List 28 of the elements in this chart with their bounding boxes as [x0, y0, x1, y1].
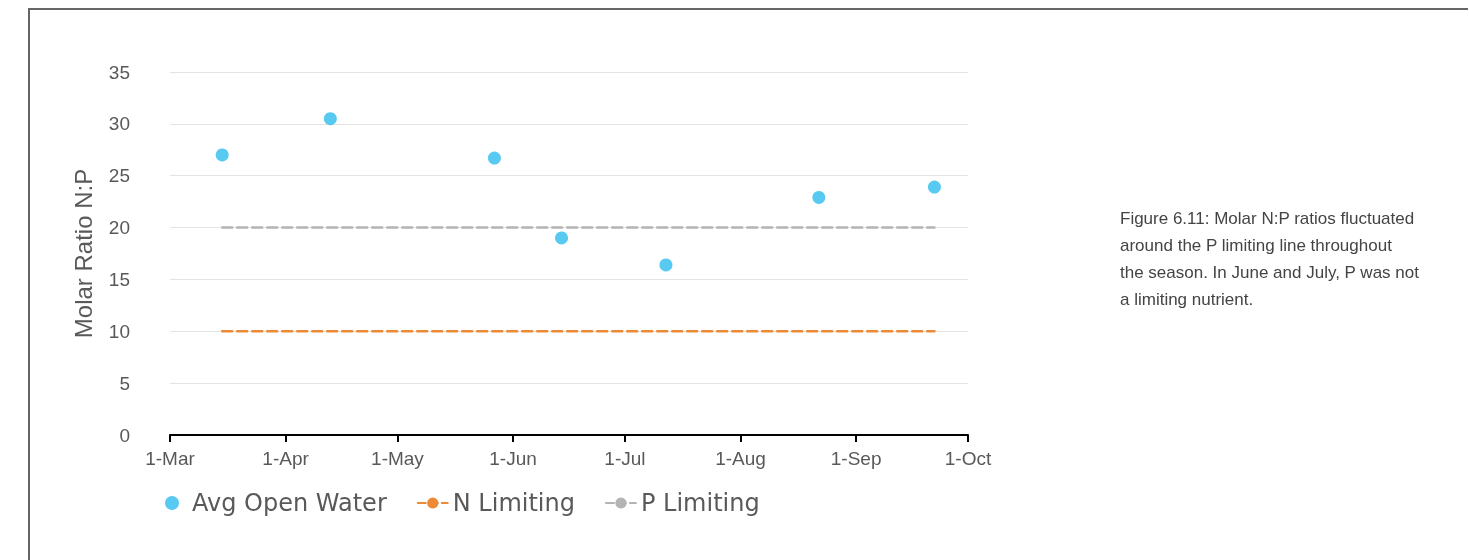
point — [215, 148, 229, 162]
legend-label: N Limiting — [452, 489, 575, 517]
y-tick-label: 35 — [108, 61, 130, 83]
point — [555, 231, 569, 245]
y-tick-label: 30 — [108, 113, 130, 135]
legend-label: P Limiting — [640, 489, 760, 517]
y-tick-label: 20 — [108, 217, 130, 239]
x-tick-label: 1-Sep — [830, 448, 882, 469]
point — [323, 112, 337, 126]
x-tick-label: 1-Apr — [262, 448, 310, 469]
x-tick-label: 1-May — [371, 448, 425, 469]
point — [487, 151, 501, 165]
y-tick-label: 15 — [108, 268, 130, 290]
x-tick-label: 1-Oct — [944, 448, 992, 469]
y-tick-label: 0 — [119, 424, 130, 446]
x-tick-label: 1-Aug — [715, 448, 766, 469]
point — [812, 191, 826, 204]
y-tick-label: 5 — [119, 372, 130, 394]
y-axis-title: Molar Ratio N:P — [69, 168, 97, 339]
x-tick-label: 1-Jun — [489, 448, 537, 469]
point — [927, 180, 941, 194]
y-tick-label: 10 — [108, 320, 130, 342]
x-tick-label: 1-Mar — [145, 448, 196, 469]
caption: Figure 6.11: Molar N:P ratios fluctuated around the P limiting line throughout the season. In June and July, P was not a limiting nutrient. — [1120, 208, 1420, 311]
point — [659, 258, 673, 272]
y-tick-label: 25 — [108, 165, 130, 187]
x-tick-label: 1-Jul — [604, 448, 646, 469]
legend-label: Avg Open Water — [192, 489, 387, 517]
